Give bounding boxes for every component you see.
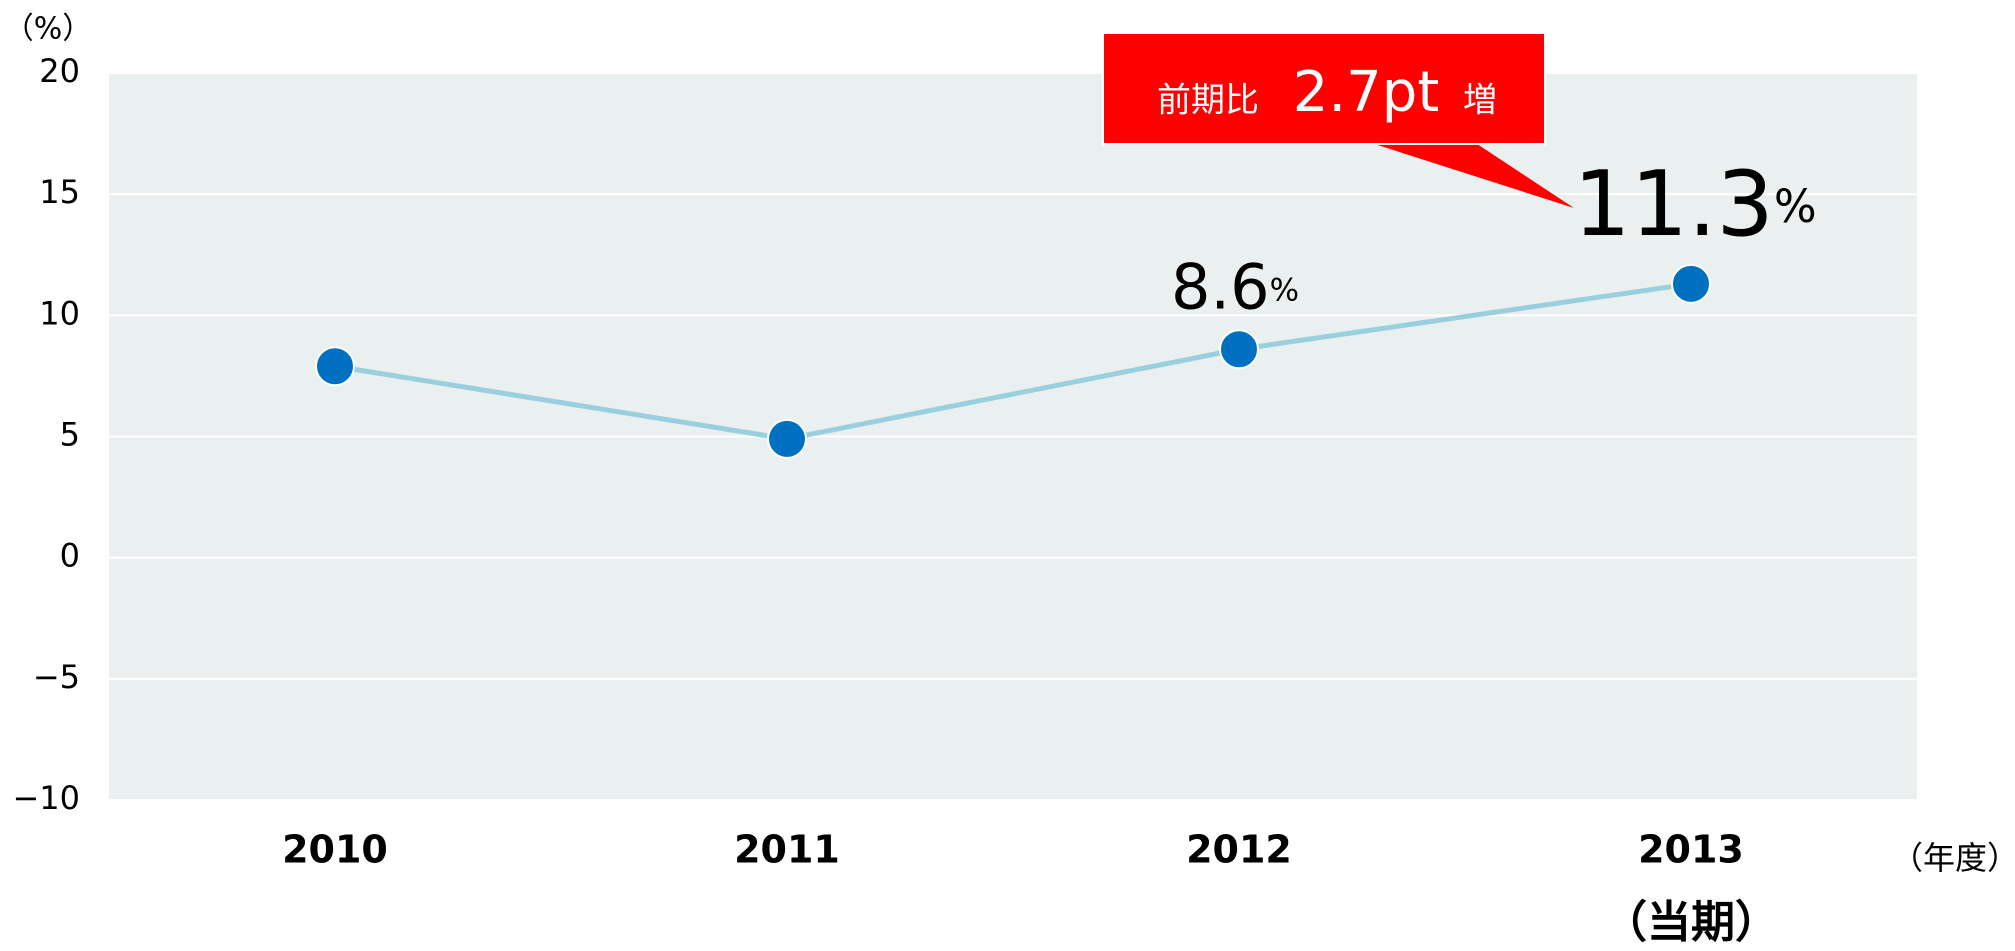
y-tick-label: −10	[12, 779, 80, 817]
x-axis-label: （年度）	[1891, 839, 2015, 877]
callout-box	[1102, 32, 1546, 145]
data-label: 8.6%	[1171, 250, 1299, 323]
data-line	[334, 281, 1692, 442]
callout-suffix: 増	[1463, 81, 1497, 121]
data-point	[767, 418, 807, 459]
y-tick-label: −5	[33, 658, 80, 696]
callout-value: 2.7pt	[1293, 60, 1440, 125]
y-tick-label: 10	[39, 294, 80, 332]
x-tick-label: 2013	[1638, 828, 1744, 872]
x-tick-label: 2011	[734, 828, 840, 872]
y-tick-label: 20	[39, 52, 80, 90]
callout-pointer	[1362, 140, 1574, 208]
callout-prefix: 前期比	[1157, 81, 1259, 121]
data-point	[1671, 263, 1711, 304]
y-tick-label: 5	[60, 416, 80, 454]
y-axis-label: （%）	[4, 12, 93, 47]
y-tick-label: 0	[60, 537, 80, 575]
category-note: （当期）	[1603, 897, 1779, 948]
y-tick-label: 15	[39, 173, 80, 211]
data-label: 11.3%	[1573, 152, 1816, 257]
x-tick-label: 2012	[1186, 828, 1292, 872]
x-tick-label: 2010	[282, 828, 388, 872]
data-point	[315, 346, 355, 387]
data-point	[1219, 329, 1259, 370]
